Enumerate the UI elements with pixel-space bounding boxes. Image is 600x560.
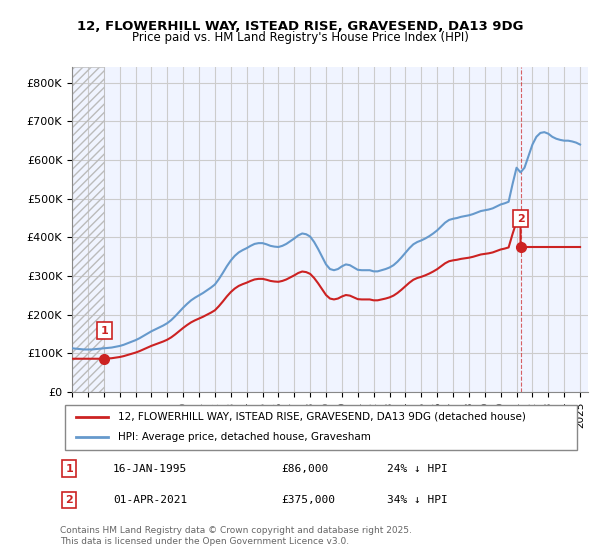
Text: 16-JAN-1995: 16-JAN-1995 — [113, 464, 187, 474]
Text: Price paid vs. HM Land Registry's House Price Index (HPI): Price paid vs. HM Land Registry's House … — [131, 31, 469, 44]
Text: 2: 2 — [517, 214, 524, 224]
Text: 1: 1 — [101, 325, 108, 335]
Text: Contains HM Land Registry data © Crown copyright and database right 2025.
This d: Contains HM Land Registry data © Crown c… — [60, 526, 412, 546]
Text: 01-APR-2021: 01-APR-2021 — [113, 495, 187, 505]
Text: 2: 2 — [65, 495, 73, 505]
Text: £375,000: £375,000 — [282, 495, 336, 505]
Text: £86,000: £86,000 — [282, 464, 329, 474]
Bar — [72, 67, 104, 392]
Text: 12, FLOWERHILL WAY, ISTEAD RISE, GRAVESEND, DA13 9DG: 12, FLOWERHILL WAY, ISTEAD RISE, GRAVESE… — [77, 20, 523, 32]
Text: HPI: Average price, detached house, Gravesham: HPI: Average price, detached house, Grav… — [118, 432, 371, 442]
Text: 34% ↓ HPI: 34% ↓ HPI — [388, 495, 448, 505]
Text: 12, FLOWERHILL WAY, ISTEAD RISE, GRAVESEND, DA13 9DG (detached house): 12, FLOWERHILL WAY, ISTEAD RISE, GRAVESE… — [118, 412, 526, 422]
Text: 1: 1 — [65, 464, 73, 474]
Text: 24% ↓ HPI: 24% ↓ HPI — [388, 464, 448, 474]
FancyBboxPatch shape — [65, 405, 577, 450]
